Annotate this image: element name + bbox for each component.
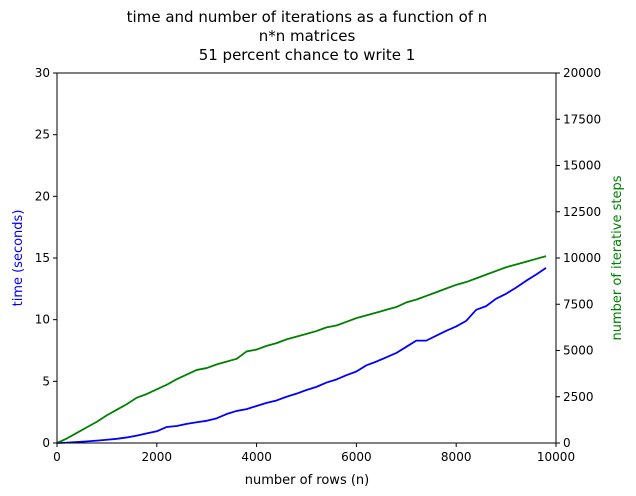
y-right-tick-label: 2500 [563, 390, 594, 404]
y-right-tick-label: 10000 [563, 251, 601, 265]
y-right-tick-label: 12500 [563, 205, 601, 219]
y-axis-right-label: number of iterative steps [610, 175, 625, 340]
y-right-tick-label: 0 [563, 436, 571, 450]
y-right-tick-label: 20000 [563, 66, 601, 80]
y-left-tick-label: 10 [35, 313, 50, 327]
y-right-tick-label: 17500 [563, 112, 601, 126]
plot-area [56, 72, 557, 444]
x-tick-label: 2000 [142, 450, 173, 464]
x-axis-label: number of rows (n) [245, 473, 369, 488]
time-series-line [56, 267, 547, 444]
y-axis-left-label: time (seconds) [11, 210, 26, 307]
steps-series-line [56, 255, 547, 444]
y-left-tick-label: 5 [42, 374, 50, 388]
y-right-tick-label: 7500 [563, 297, 594, 311]
y-left-tick-label: 0 [42, 436, 50, 450]
x-tick-label: 8000 [441, 450, 472, 464]
x-tick-label: 4000 [241, 450, 272, 464]
x-tick-label: 10000 [537, 450, 575, 464]
y-right-tick-label: 5000 [563, 344, 594, 358]
chart-title-line: 51 percent chance to write 1 [199, 46, 416, 64]
chart-title-line: time and number of iterations as a funct… [127, 8, 488, 26]
chart-title-line: n*n matrices [259, 27, 356, 45]
chart-title: time and number of iterations as a funct… [127, 8, 488, 64]
plot-frame [56, 72, 557, 444]
x-tick-label: 6000 [341, 450, 372, 464]
x-axis: 0 2000 4000 6000 8000 10000 [53, 443, 575, 464]
y-left-tick-label: 15 [35, 251, 50, 265]
y-axis-left: 0 5 10 15 20 25 30 [35, 66, 57, 450]
y-left-tick-label: 20 [35, 189, 50, 203]
y-axis-right: 0 2500 5000 7500 10000 12500 15000 17500 20000 [556, 66, 601, 450]
x-tick-label: 0 [53, 450, 61, 464]
y-left-tick-label: 30 [35, 66, 50, 80]
y-right-tick-label: 15000 [563, 159, 601, 173]
y-left-tick-label: 25 [35, 128, 50, 142]
